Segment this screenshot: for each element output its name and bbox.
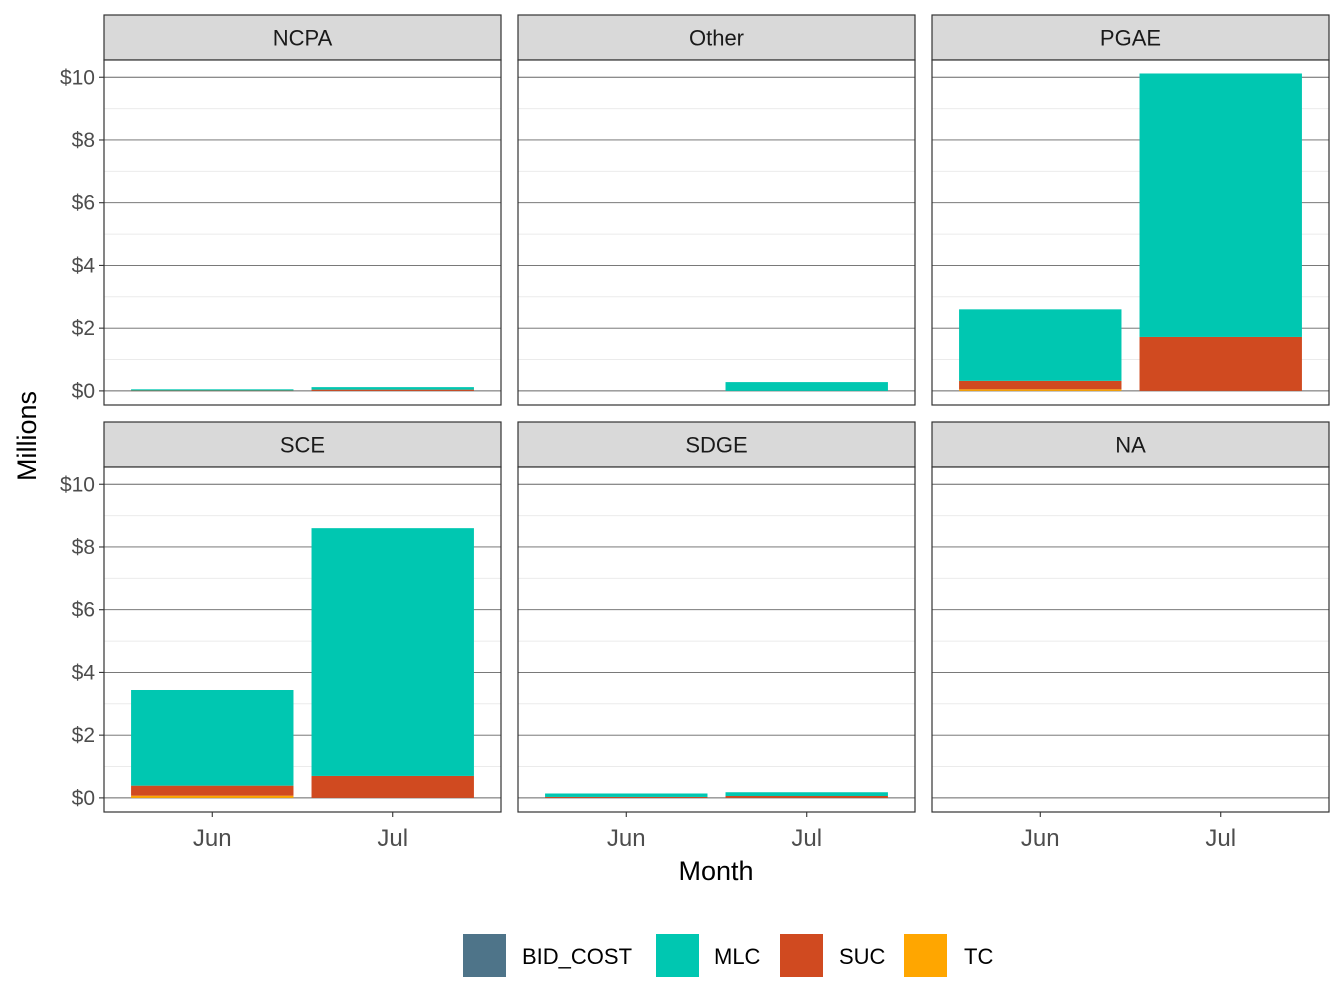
legend-key xyxy=(780,934,823,977)
facet-strip-label: NA xyxy=(1115,433,1146,458)
bar-segment-mlc xyxy=(131,389,294,391)
bar-segment-mlc xyxy=(311,387,474,390)
x-tick-label: Jul xyxy=(377,825,408,852)
legend-item-suc: SUC xyxy=(780,934,886,977)
facet-strip-label: NCPA xyxy=(273,26,333,51)
bar-segment-mlc xyxy=(959,309,1122,381)
x-tick-label: Jun xyxy=(607,825,646,852)
x-tick-label: Jul xyxy=(1205,825,1236,852)
facet-panel-sce: SCE xyxy=(103,421,502,813)
bar-segment-mlc xyxy=(1139,73,1302,337)
panel-border xyxy=(517,59,916,406)
y-tick-label: $2 xyxy=(72,724,95,747)
facet-strip-label: SDGE xyxy=(685,433,747,458)
bar-segment-mlc xyxy=(725,382,888,391)
x-tick-label: Jul xyxy=(791,825,822,852)
bar-segment-mlc xyxy=(545,793,708,797)
bar-segment-suc xyxy=(959,380,1122,390)
facet-strip xyxy=(103,421,502,468)
y-tick-label: $0 xyxy=(72,380,95,403)
bar-segment-suc xyxy=(1139,336,1302,391)
bar-segment-suc xyxy=(131,390,294,392)
legend-item-tc: TC xyxy=(904,934,993,977)
legend-label: SUC xyxy=(839,944,886,969)
x-axis-ticks: Jun Jul Jun Jul Jun Jul xyxy=(193,812,1236,852)
x-axis-title: Month xyxy=(678,856,753,886)
bar-segment-suc xyxy=(131,785,294,796)
facet-panel-sdge: SDGE xyxy=(517,421,916,813)
legend-key xyxy=(904,934,947,977)
bar-segment-mlc xyxy=(311,528,474,776)
bar-segment-suc xyxy=(725,796,888,798)
panel-border xyxy=(931,59,1330,406)
legend-item-mlc: MLC xyxy=(656,934,761,977)
y-axis-ticks: $0 $2 $4 $6 $8 $10 $0 $2 $4 $6 $8 $10 xyxy=(60,66,104,810)
legend: BID_COST MLC SUC TC xyxy=(463,934,993,977)
plot-background xyxy=(518,60,915,405)
panel-border xyxy=(517,466,916,813)
facet-panel-pgae: PGAE xyxy=(931,14,1330,406)
panel-border xyxy=(103,59,502,406)
legend-label: MLC xyxy=(714,944,761,969)
y-tick-label: $6 xyxy=(72,192,95,215)
legend-key xyxy=(463,934,506,977)
facet-panels: NCPA Other PGAE SCE SDGE NA xyxy=(103,14,1330,813)
legend-item-bid-cost: BID_COST xyxy=(463,934,632,977)
y-tick-label: $4 xyxy=(72,254,96,277)
facet-panel-na: NA xyxy=(931,421,1330,813)
y-tick-label: $4 xyxy=(72,661,96,684)
facet-strip xyxy=(517,14,916,61)
bar-segment-suc xyxy=(311,775,474,798)
panel-border xyxy=(931,466,1330,813)
plot-background xyxy=(932,467,1329,812)
x-tick-label: Jun xyxy=(1021,825,1060,852)
facet-strip xyxy=(103,14,502,61)
y-tick-label: $0 xyxy=(72,787,95,810)
facet-strip-label: SCE xyxy=(280,433,325,458)
y-tick-label: $10 xyxy=(60,66,95,89)
bar-segment-mlc xyxy=(725,792,888,797)
bar-segment-mlc xyxy=(131,689,294,786)
facet-strip xyxy=(931,14,1330,61)
y-tick-label: $10 xyxy=(60,473,95,496)
y-tick-label: $8 xyxy=(72,536,95,559)
facet-strip-label: PGAE xyxy=(1100,26,1161,51)
panel-border xyxy=(103,466,502,813)
bar-segment-suc xyxy=(545,796,708,798)
bar-segment-tc xyxy=(959,389,1122,391)
y-tick-label: $8 xyxy=(72,129,95,152)
bar-segment-tc xyxy=(131,795,294,798)
y-axis-title: Millions xyxy=(12,391,42,481)
facet-strip xyxy=(931,421,1330,468)
x-tick-label: Jun xyxy=(193,825,232,852)
plot-background xyxy=(518,467,915,812)
legend-label: BID_COST xyxy=(522,944,632,969)
facet-panel-other: Other xyxy=(517,14,916,406)
legend-label: TC xyxy=(964,944,993,969)
legend-key xyxy=(656,934,699,977)
facet-strip-label: Other xyxy=(689,26,744,51)
plot-background xyxy=(104,60,501,405)
facet-panel-ncpa: NCPA xyxy=(103,14,502,406)
y-tick-label: $6 xyxy=(72,599,95,622)
y-tick-label: $2 xyxy=(72,317,95,340)
bar-segment-suc xyxy=(311,389,474,391)
